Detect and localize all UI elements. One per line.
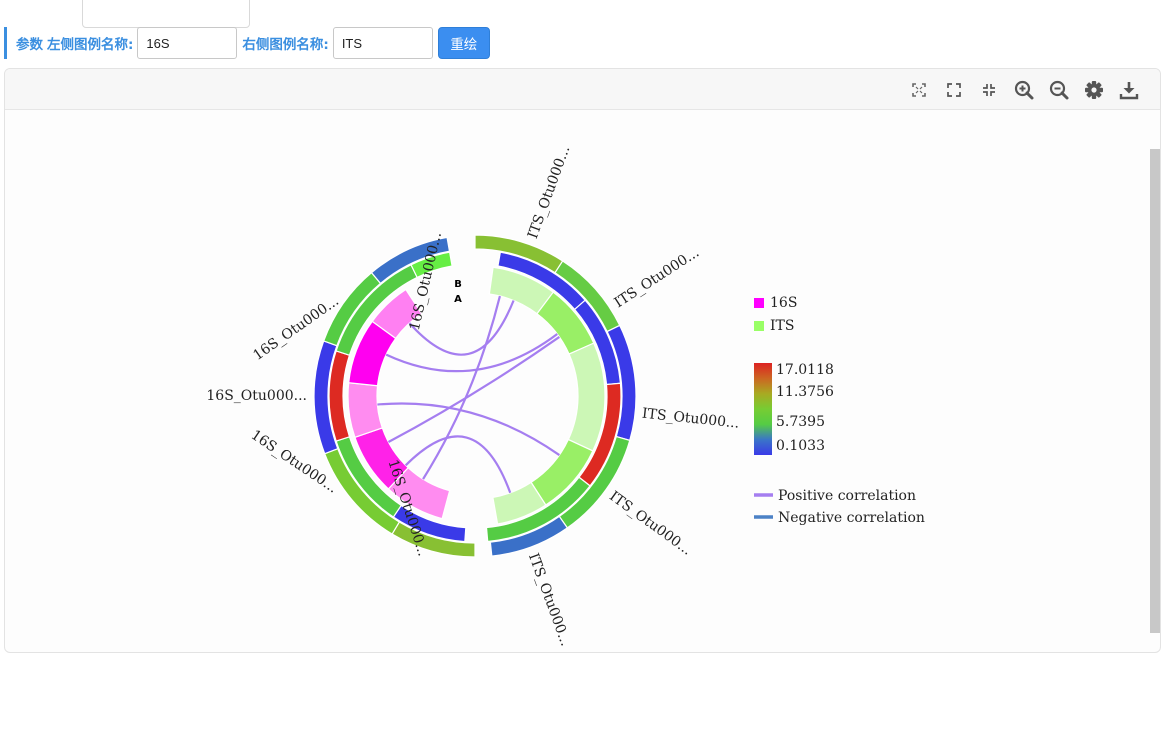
ring-a-cell [410, 251, 453, 279]
ring-a-cell [328, 350, 351, 442]
chord-links [377, 295, 561, 494]
color-scale-bar [754, 363, 772, 455]
params-label: 参数 [16, 37, 43, 53]
color-scale-tick: 11.3756 [776, 384, 834, 400]
fullscreen-icon[interactable] [943, 79, 965, 101]
chart-toolbar [5, 69, 1160, 110]
label-16s-otu: 16S_Otu000... [407, 231, 445, 333]
outer-labels: 16S_Otu000...16S_Otu000...16S_Otu000...1… [206, 144, 740, 649]
label-its-otu: ITS_Otu000... [525, 144, 573, 241]
label-its-otu: ITS_Otu000... [612, 245, 703, 312]
legend-label: 16S [770, 295, 797, 311]
zoom-out-icon[interactable] [1048, 79, 1070, 101]
ring-a-cell [485, 476, 591, 543]
positive-correlation-link [408, 300, 515, 356]
segment-16s [371, 288, 423, 340]
left-legend-input[interactable] [137, 27, 238, 59]
ring-label-a: A [454, 294, 462, 305]
legend-swatch [754, 298, 764, 308]
segment-16s [347, 382, 384, 439]
ring-b-cell [489, 515, 569, 557]
chart-panel: B A 16S_Otu000... 16S_Otu000... 16S_Otu000..… [4, 68, 1161, 653]
chord-chart: BA16S_Otu000...16S_Otu000...16S_Otu000..… [206, 144, 925, 649]
line-legend-label: Positive correlation [778, 488, 916, 504]
label-its-otu: ITS_Otu000... [641, 406, 740, 432]
right-legend-label: 右侧图例名称: [242, 37, 329, 53]
segment-its [492, 481, 547, 525]
ring-b-cell [370, 236, 451, 285]
top-select-stub[interactable] [82, 0, 250, 28]
color-scale-tick: 17.0118 [776, 362, 834, 378]
download-icon[interactable] [1118, 79, 1140, 101]
legend: 16S ITS 17.0118 11.3756 5.7395 0.1033 Positive… [754, 295, 925, 526]
left-legend-label: 左侧图例名称: [47, 37, 134, 53]
label-its-otu: ITS_Otu000... [606, 488, 694, 558]
positive-correlation-link [422, 295, 501, 480]
color-scale-tick: 0.1033 [776, 438, 825, 454]
segment-its [567, 342, 606, 452]
redraw-button[interactable]: 重绘 [437, 27, 490, 59]
params-bar: 参数 左侧图例名称: 右侧图例名称: 重绘 [4, 27, 524, 59]
legend-swatch [754, 321, 764, 331]
positive-correlation-link [385, 333, 558, 373]
positive-correlation-link [404, 435, 512, 494]
chord-segments: BA [313, 234, 637, 558]
positive-correlation-link [387, 336, 561, 443]
ring-label-b: B [454, 279, 462, 290]
label-16s-otu: 16S_Otu000... [206, 388, 307, 404]
settings-icon[interactable] [1083, 79, 1105, 101]
color-scale-tick: 5.7395 [776, 414, 825, 430]
exit-fullscreen-icon[interactable] [978, 79, 1000, 101]
right-legend-input[interactable] [332, 27, 433, 59]
vertical-scrollbar[interactable] [1150, 149, 1160, 633]
line-legend-label: Negative correlation [778, 510, 925, 526]
legend-label: ITS [770, 318, 794, 334]
positive-correlation-link [377, 402, 561, 456]
label-its-otu: ITS_Otu000... [525, 551, 573, 648]
fit-screen-icon[interactable] [908, 79, 930, 101]
zoom-in-icon[interactable] [1013, 79, 1035, 101]
